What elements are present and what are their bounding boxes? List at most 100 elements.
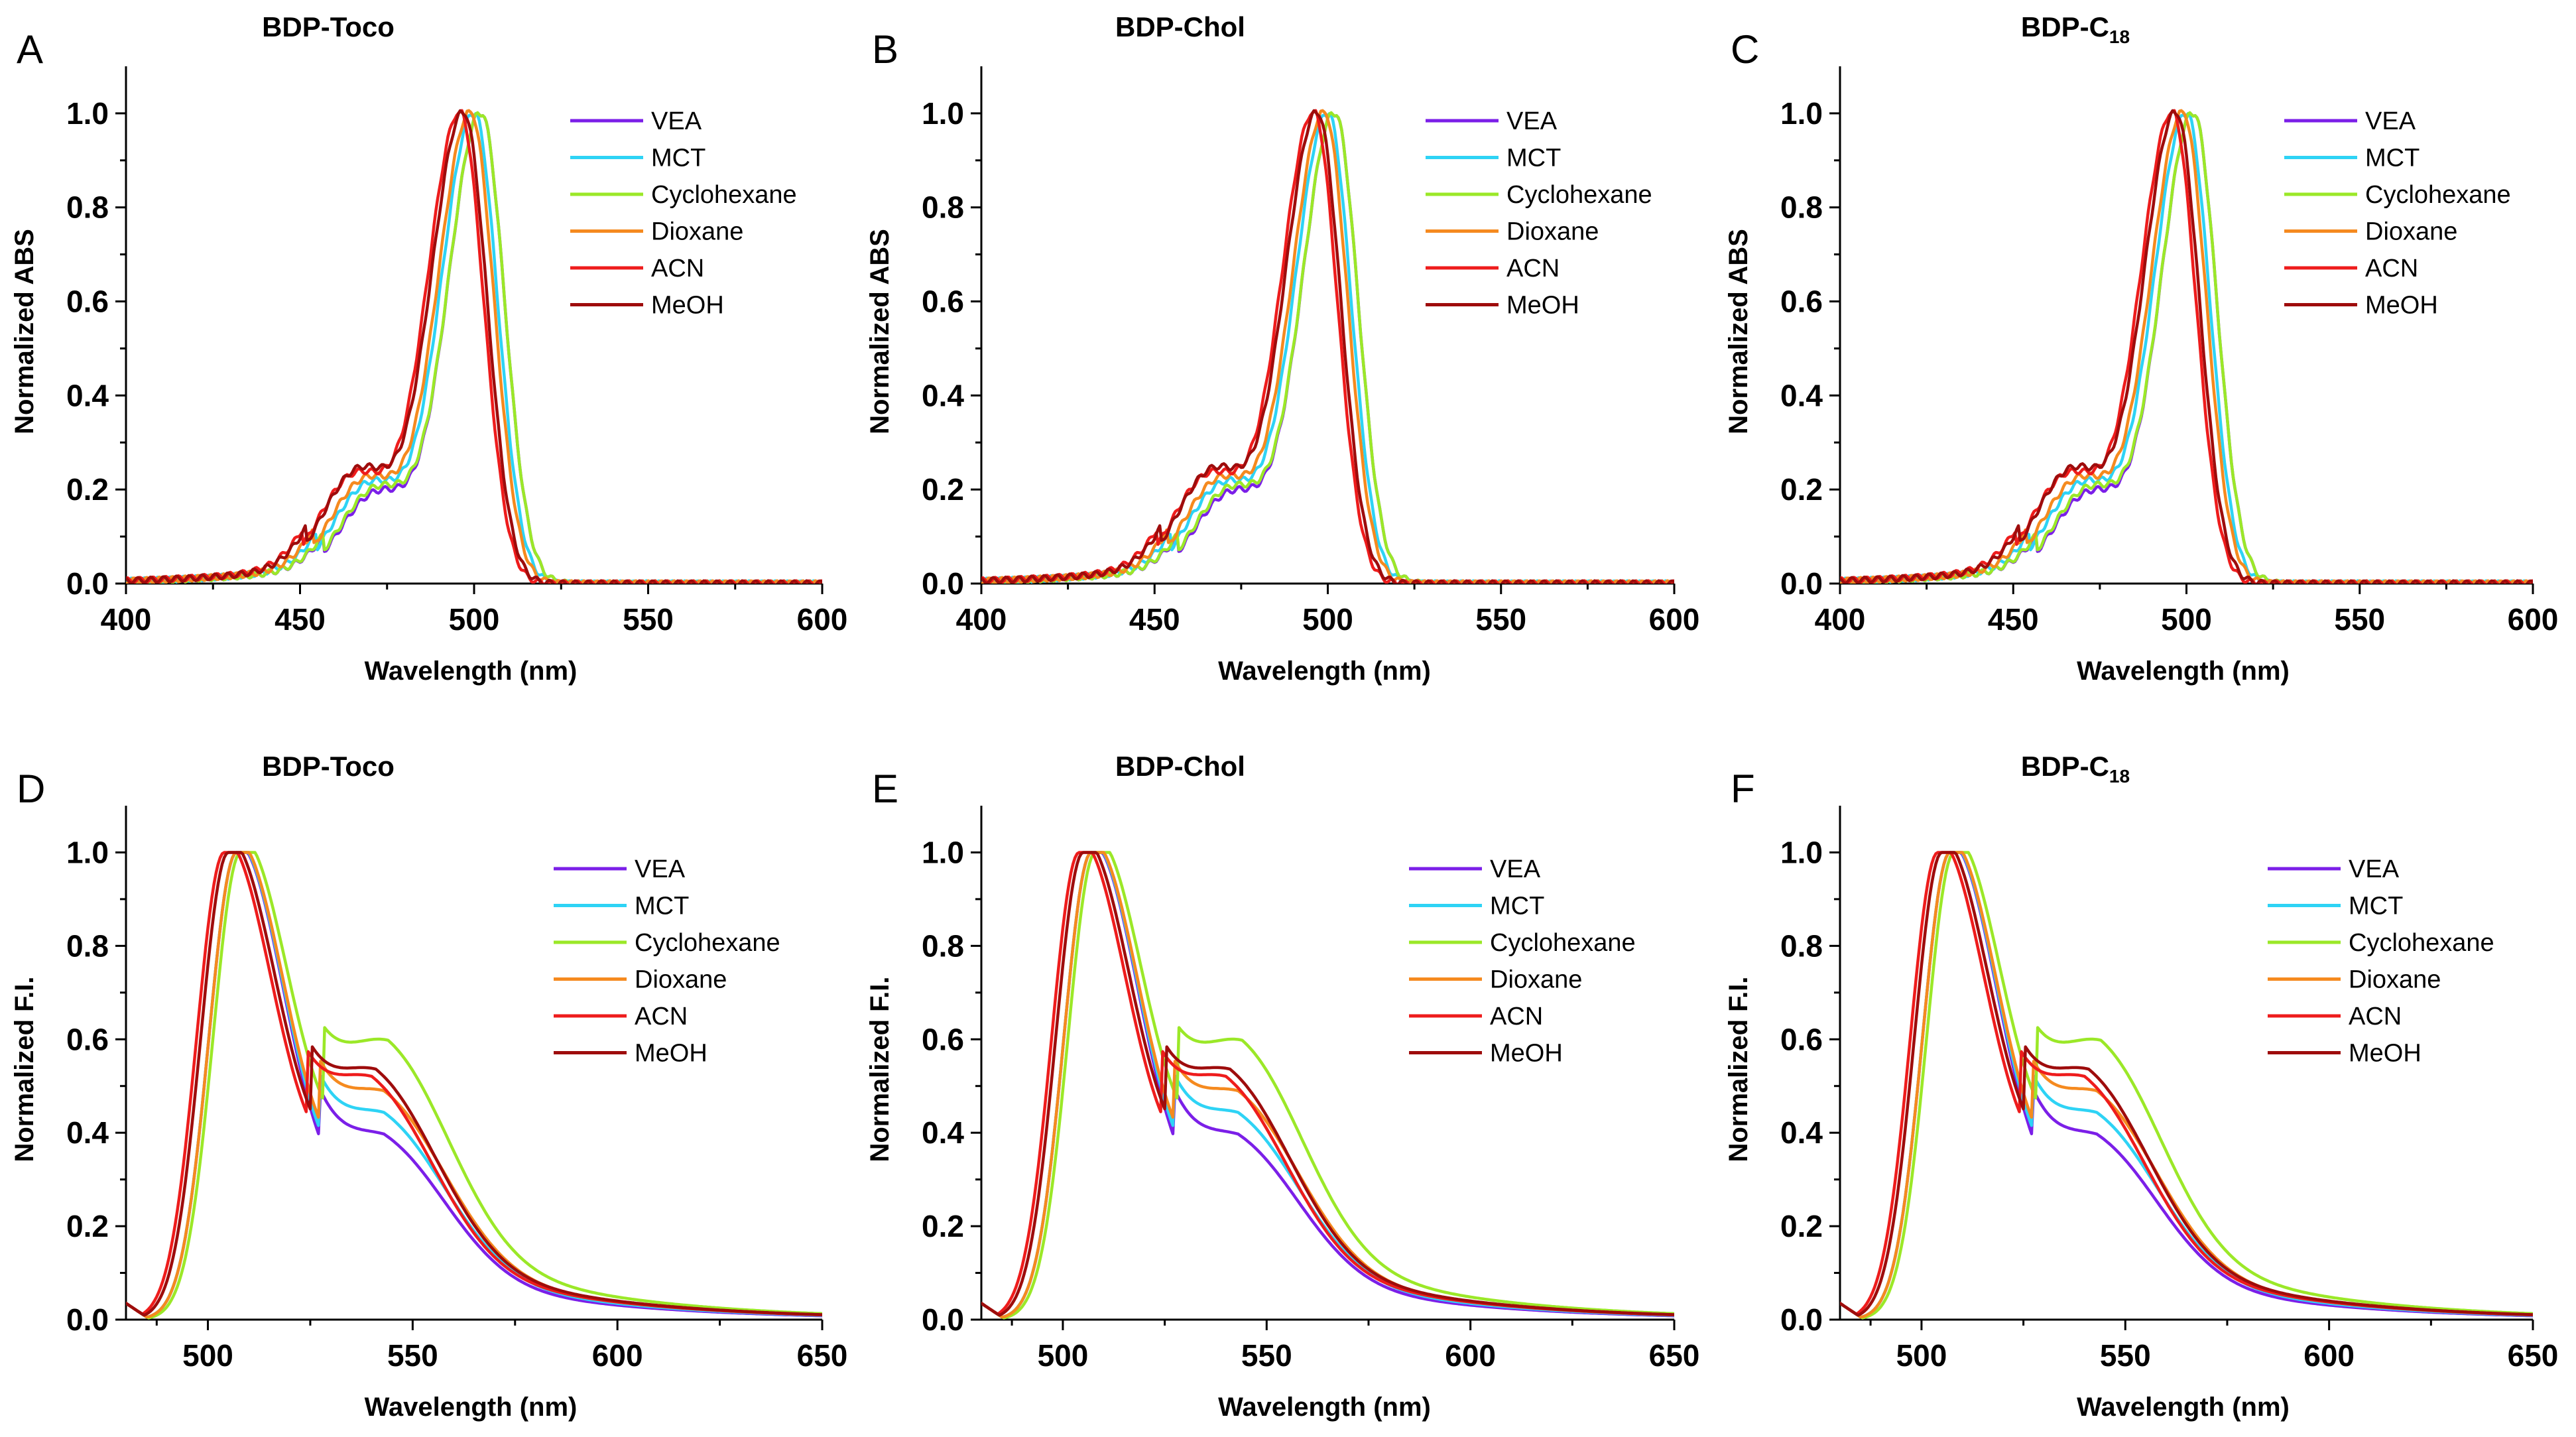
- series-line-meoh: [126, 109, 822, 584]
- x-tick-label: 500: [182, 1338, 233, 1373]
- legend-label-cyclohexane: Cyclohexane: [1490, 929, 1636, 957]
- legend-label-meoh: MeOH: [635, 1040, 707, 1068]
- y-tick-label: 1.0: [66, 835, 109, 869]
- series-line-meoh: [126, 851, 822, 1317]
- panel-letter: E: [872, 767, 898, 811]
- y-tick-label: 0.0: [1780, 566, 1823, 601]
- x-tick-label: 500: [449, 602, 500, 637]
- y-axis-label: Normalized F.I.: [1724, 976, 1753, 1162]
- y-axis-label: Normalized F.I.: [865, 976, 894, 1162]
- series-line-vea: [981, 851, 1674, 1319]
- legend-label-mct: MCT: [1506, 145, 1561, 172]
- y-tick-label: 0.2: [66, 1209, 109, 1243]
- legend-label-acn: ACN: [1490, 1003, 1543, 1031]
- x-tick-label: 600: [797, 602, 848, 637]
- chart-title: BDP-Toco: [262, 11, 395, 42]
- series-group: [1840, 109, 2533, 584]
- chart-panel-e: E BDP-Chol 0.0 0.2 0.4 0.6 0.8 1.0 500 550 600 650 W…: [865, 751, 1699, 1422]
- legend: VEA MCT Cyclohexane Dioxane ACN MeOH: [1426, 107, 1652, 320]
- x-tick-label: 600: [592, 1338, 643, 1373]
- legend-label-dioxane: Dioxane: [651, 218, 743, 246]
- legend-label-mct: MCT: [651, 145, 705, 172]
- x-tick-label: 550: [1475, 602, 1526, 637]
- series-group: [1840, 851, 2533, 1320]
- series-line-mct: [981, 851, 1674, 1319]
- y-tick-label: 0.6: [66, 1022, 109, 1056]
- x-tick-label: 500: [1896, 1338, 1947, 1373]
- y-axis-label: Normalized F.I.: [10, 976, 39, 1162]
- series-line-acn: [981, 851, 1674, 1317]
- y-tick-label: 0.8: [66, 928, 109, 963]
- series-line-dioxane: [981, 851, 1674, 1319]
- x-tick-label: 550: [623, 602, 674, 637]
- legend-label-mct: MCT: [2365, 145, 2420, 172]
- x-tick-label: 600: [2508, 602, 2559, 637]
- legend-label-dioxane: Dioxane: [2365, 218, 2457, 246]
- legend-label-meoh: MeOH: [1506, 292, 1579, 320]
- legend-label-cyclohexane: Cyclohexane: [1506, 181, 1652, 209]
- y-tick-label: 0.8: [922, 928, 964, 963]
- series-group: [126, 109, 822, 584]
- y-tick-label: 0.0: [1780, 1302, 1823, 1337]
- x-tick-label: 650: [2508, 1338, 2559, 1373]
- y-tick-label: 0.0: [66, 566, 109, 601]
- series-line-dioxane: [126, 109, 821, 584]
- legend-label-meoh: MeOH: [2349, 1040, 2422, 1068]
- legend-label-cyclohexane: Cyclohexane: [2349, 929, 2494, 957]
- y-tick-label: 0.2: [922, 472, 964, 507]
- legend-label-cyclohexane: Cyclohexane: [651, 181, 797, 209]
- legend-label-dioxane: Dioxane: [1506, 218, 1599, 246]
- series-line-dioxane: [981, 109, 1673, 584]
- series-line-mct: [1840, 851, 2533, 1319]
- x-tick-label: 600: [1649, 602, 1700, 637]
- y-tick-label: 0.4: [922, 378, 964, 412]
- legend-label-vea: VEA: [1506, 107, 1558, 135]
- legend: VEA MCT Cyclohexane Dioxane ACN MeOH: [1409, 855, 1636, 1068]
- x-tick-label: 650: [797, 1338, 848, 1373]
- legend-label-dioxane: Dioxane: [2349, 966, 2441, 994]
- y-tick-label: 0.2: [922, 1209, 964, 1243]
- y-tick-label: 0.2: [1780, 472, 1823, 507]
- series-line-vea: [126, 851, 822, 1319]
- legend-label-acn: ACN: [635, 1003, 688, 1031]
- y-tick-label: 0.4: [66, 378, 109, 412]
- y-tick-label: 0.4: [922, 1115, 964, 1150]
- series-line-meoh: [981, 109, 1674, 584]
- chart-panel-a: A BDP-Toco 0.0 0.2 0.4 0.6 0.8 1.0 400 450 500 550 6…: [10, 11, 847, 686]
- x-tick-label: 400: [101, 602, 152, 637]
- series-line-cyclohexane: [126, 851, 822, 1320]
- series-line-vea: [1840, 851, 2533, 1319]
- y-tick-label: 0.4: [1780, 378, 1823, 412]
- y-tick-label: 0.6: [922, 1022, 964, 1056]
- legend: VEA MCT Cyclohexane Dioxane ACN MeOH: [570, 107, 797, 320]
- y-tick-label: 0.4: [66, 1115, 109, 1150]
- y-tick-label: 1.0: [66, 96, 109, 131]
- x-axis-label: Wavelength (nm): [365, 656, 578, 686]
- series-group: [981, 851, 1674, 1320]
- x-axis-label: Wavelength (nm): [2077, 656, 2290, 686]
- y-tick-label: 1.0: [1780, 96, 1823, 131]
- chart-title: BDP-C18: [2021, 11, 2130, 47]
- y-tick-label: 1.0: [922, 96, 964, 131]
- series-line-dioxane: [1840, 851, 2533, 1319]
- x-tick-label: 450: [1988, 602, 2039, 637]
- y-tick-label: 0.0: [922, 1302, 964, 1337]
- x-tick-label: 500: [1302, 602, 1353, 637]
- x-tick-label: 500: [2161, 602, 2212, 637]
- legend-label-acn: ACN: [1506, 255, 1560, 282]
- legend-label-vea: VEA: [635, 855, 686, 883]
- legend: VEA MCT Cyclohexane Dioxane ACN MeOH: [2268, 855, 2494, 1068]
- legend-label-acn: ACN: [651, 255, 704, 282]
- legend-label-vea: VEA: [2349, 855, 2400, 883]
- legend-label-mct: MCT: [2349, 893, 2403, 920]
- series-line-cyclohexane: [1840, 851, 2533, 1320]
- legend-label-acn: ACN: [2365, 255, 2418, 282]
- panel-letter: D: [17, 767, 45, 811]
- legend-label-meoh: MeOH: [1490, 1040, 1563, 1068]
- x-tick-label: 400: [1815, 602, 1866, 637]
- series-line-cyclohexane: [981, 851, 1674, 1320]
- x-tick-label: 550: [2100, 1338, 2151, 1373]
- legend-label-cyclohexane: Cyclohexane: [2365, 181, 2511, 209]
- chart-title: BDP-Chol: [1115, 11, 1245, 42]
